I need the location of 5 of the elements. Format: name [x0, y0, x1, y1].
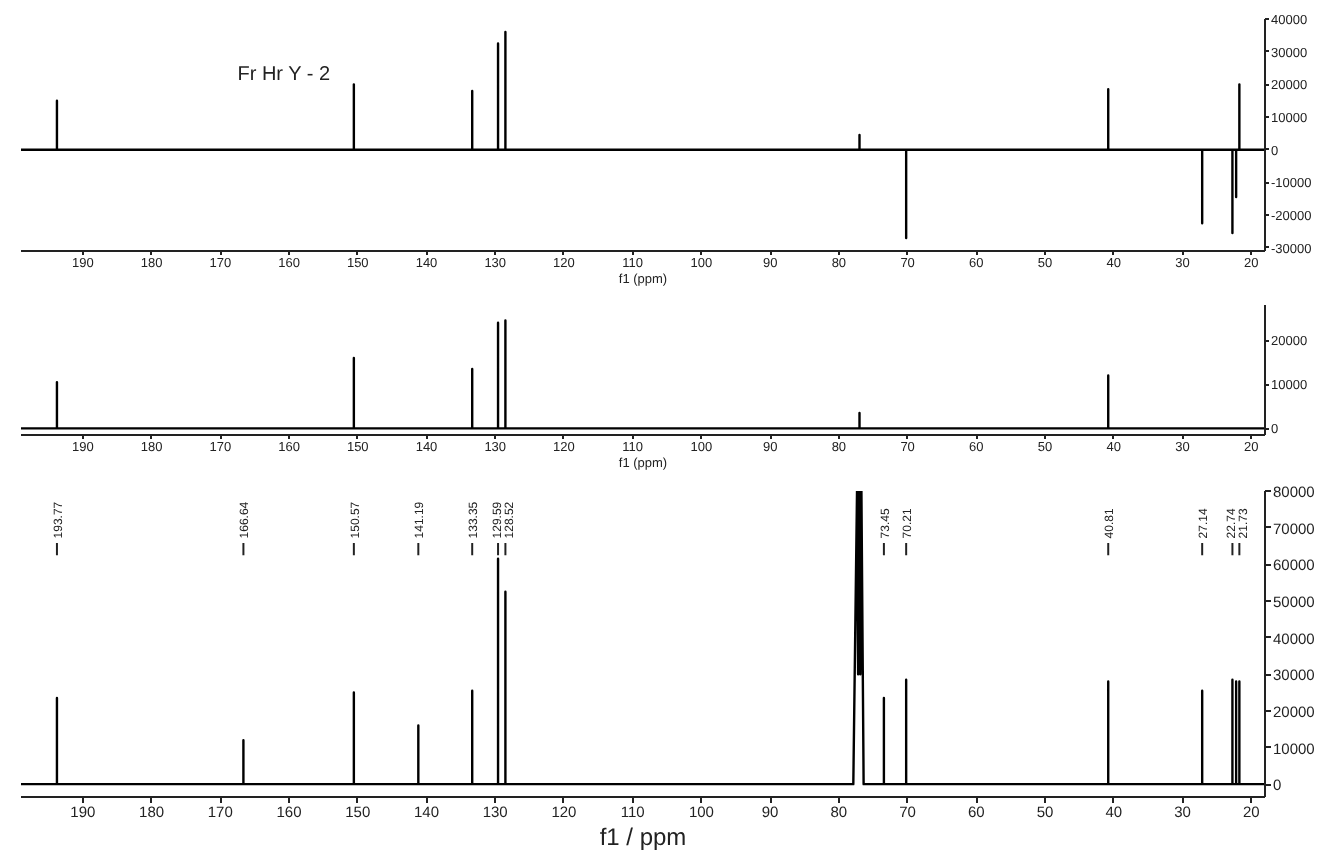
annotation: Fr Hr Y - 2 — [237, 63, 331, 86]
line-series — [21, 491, 1265, 786]
line-series — [21, 30, 1265, 240]
line-series — [21, 319, 1265, 430]
x-axis-title: f1 / ppm — [599, 823, 687, 851]
